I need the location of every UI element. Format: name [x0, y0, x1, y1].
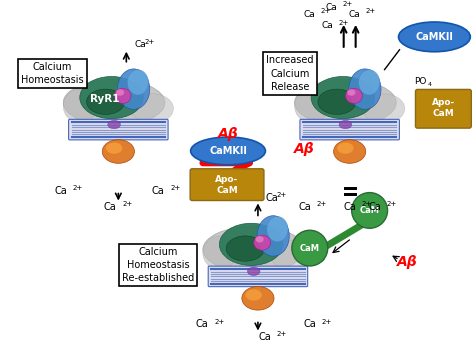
Text: 2+: 2+: [144, 39, 155, 45]
Circle shape: [352, 192, 388, 228]
Ellipse shape: [63, 89, 97, 123]
Ellipse shape: [257, 216, 289, 256]
Ellipse shape: [267, 216, 288, 242]
Text: 2+: 2+: [365, 8, 376, 14]
Ellipse shape: [358, 70, 380, 95]
Ellipse shape: [334, 140, 366, 163]
Ellipse shape: [102, 140, 135, 163]
Text: Calcium
Homeostasis
Re-established: Calcium Homeostasis Re-established: [122, 247, 194, 283]
Text: 2+: 2+: [214, 318, 224, 325]
Text: 2+: 2+: [73, 185, 83, 191]
Text: 4: 4: [428, 82, 431, 87]
Text: Ca: Ca: [196, 319, 209, 330]
Ellipse shape: [191, 137, 265, 165]
Text: Aβ: Aβ: [397, 255, 418, 269]
Text: 2+: 2+: [122, 201, 133, 207]
Text: 2+: 2+: [339, 20, 349, 26]
Ellipse shape: [114, 88, 131, 103]
FancyBboxPatch shape: [300, 119, 400, 140]
Text: Ca: Ca: [343, 203, 356, 213]
FancyBboxPatch shape: [190, 169, 264, 200]
Ellipse shape: [108, 120, 120, 129]
Ellipse shape: [347, 89, 356, 96]
Text: 2+: 2+: [170, 185, 181, 191]
Ellipse shape: [131, 94, 173, 123]
Ellipse shape: [63, 79, 165, 126]
FancyBboxPatch shape: [208, 266, 308, 287]
Ellipse shape: [106, 142, 123, 154]
Text: Apo-
CaM: Apo- CaM: [432, 98, 455, 118]
Ellipse shape: [294, 79, 396, 126]
Ellipse shape: [219, 223, 283, 266]
Ellipse shape: [226, 236, 264, 261]
Text: Ca: Ca: [304, 9, 316, 18]
Text: Ca: Ca: [134, 40, 146, 49]
Text: Calcium
Homeostasis: Calcium Homeostasis: [21, 62, 84, 85]
Ellipse shape: [337, 142, 354, 154]
Ellipse shape: [127, 70, 148, 95]
Text: Ca: Ca: [326, 3, 337, 11]
Text: CaMKII: CaMKII: [209, 146, 247, 156]
Text: Ca: Ca: [368, 203, 381, 213]
Ellipse shape: [247, 267, 260, 276]
Ellipse shape: [203, 226, 305, 272]
FancyBboxPatch shape: [69, 119, 168, 140]
Ellipse shape: [399, 22, 470, 52]
Ellipse shape: [203, 236, 237, 270]
Text: Aβ: Aβ: [218, 127, 238, 141]
Ellipse shape: [245, 289, 262, 301]
Text: CaMKII: CaMKII: [416, 32, 453, 42]
Text: Aβ: Aβ: [293, 142, 314, 156]
Text: Ca: Ca: [349, 9, 361, 18]
Ellipse shape: [318, 89, 356, 114]
Text: Ca: Ca: [54, 185, 67, 196]
Text: 2+: 2+: [362, 201, 372, 207]
Text: Apo-
CaM: Apo- CaM: [215, 175, 238, 195]
Text: Ca: Ca: [104, 203, 117, 213]
Text: 2+: 2+: [343, 1, 353, 7]
Text: Ca: Ca: [266, 192, 279, 203]
Text: 2+: 2+: [322, 318, 332, 325]
Ellipse shape: [311, 77, 374, 119]
Text: 2+: 2+: [277, 331, 287, 338]
Text: Ca: Ca: [258, 332, 271, 342]
Text: 2+: 2+: [317, 201, 327, 207]
Text: RyR1: RyR1: [90, 94, 119, 104]
Text: CaM: CaM: [360, 206, 380, 215]
Ellipse shape: [346, 88, 363, 103]
Ellipse shape: [80, 77, 143, 119]
Circle shape: [292, 230, 328, 266]
Text: 2+: 2+: [387, 201, 397, 207]
Ellipse shape: [87, 89, 125, 114]
Ellipse shape: [116, 89, 124, 96]
Ellipse shape: [294, 89, 328, 123]
Ellipse shape: [271, 240, 313, 270]
Text: 2+: 2+: [321, 8, 331, 14]
Ellipse shape: [255, 236, 264, 243]
Text: Ca: Ca: [299, 203, 311, 213]
Text: 2+: 2+: [277, 191, 287, 198]
Ellipse shape: [339, 120, 352, 129]
Text: Ca: Ca: [152, 185, 164, 196]
Text: Ca: Ca: [322, 22, 334, 31]
Text: PO: PO: [414, 77, 427, 86]
Ellipse shape: [363, 94, 405, 123]
Ellipse shape: [242, 286, 274, 310]
Text: Ca: Ca: [303, 319, 316, 330]
Ellipse shape: [118, 69, 150, 109]
Text: Increased
Calcium
Release: Increased Calcium Release: [266, 55, 314, 92]
Text: CaM: CaM: [300, 244, 320, 253]
Ellipse shape: [349, 69, 381, 109]
FancyBboxPatch shape: [416, 89, 471, 128]
Ellipse shape: [254, 235, 271, 250]
